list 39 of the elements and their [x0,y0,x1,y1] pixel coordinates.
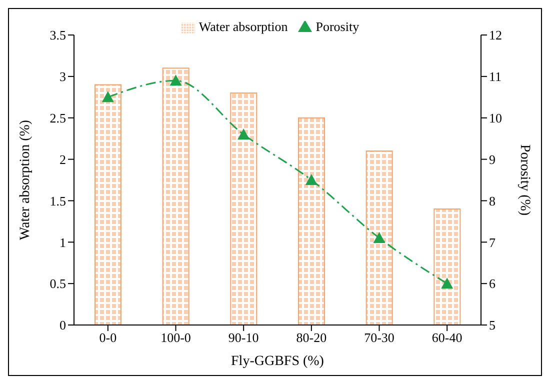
x-tick-label: 100-0 [160,330,191,346]
x-tick-label: 90-10 [228,330,259,346]
y-tick-label: 0 [60,318,66,333]
y2-tick-label: 8 [489,193,496,208]
y-tick-label: 2 [60,152,66,167]
y2-tick-label: 6 [489,276,496,292]
legend-label: Porosity [316,19,360,34]
y2-tick-label: 9 [489,152,496,167]
point [102,91,114,102]
y2-tick-label: 12 [489,28,502,43]
y-tick-label: 2.5 [50,110,66,126]
y-tick-label: 1 [60,234,66,250]
y-axis-title: Water absorption (%) [18,120,33,240]
y2-tick-label: 5 [489,318,496,333]
y2-tick-label: 10 [489,110,502,126]
bar [434,208,461,325]
y2-axis-title: Porosity (%) [517,144,532,216]
y-tick-label: 3 [60,69,66,84]
bar [366,150,393,325]
legend-label: Water absorption [198,19,288,34]
point [170,74,182,86]
bar [162,68,190,325]
y2-tick-label: 7 [489,234,496,250]
point [441,278,454,289]
bar [94,84,122,325]
x-tick-label: 70-30 [364,330,394,346]
y-tick-label: 3.5 [50,28,66,43]
y-tick-label: 0.5 [50,276,66,292]
x-tick-label: 60-40 [432,330,462,346]
x-tick-label: 80-20 [296,330,327,346]
x-tick-label: 0-0 [99,330,117,346]
bar [230,92,258,325]
y-tick-label: 1.5 [50,193,66,208]
x-axis-title: Fly-GGBFS (%) [231,354,324,369]
point [238,128,250,140]
y2-tick-label: 11 [489,69,502,84]
point [305,174,318,186]
bar [298,117,325,325]
point [373,232,386,244]
